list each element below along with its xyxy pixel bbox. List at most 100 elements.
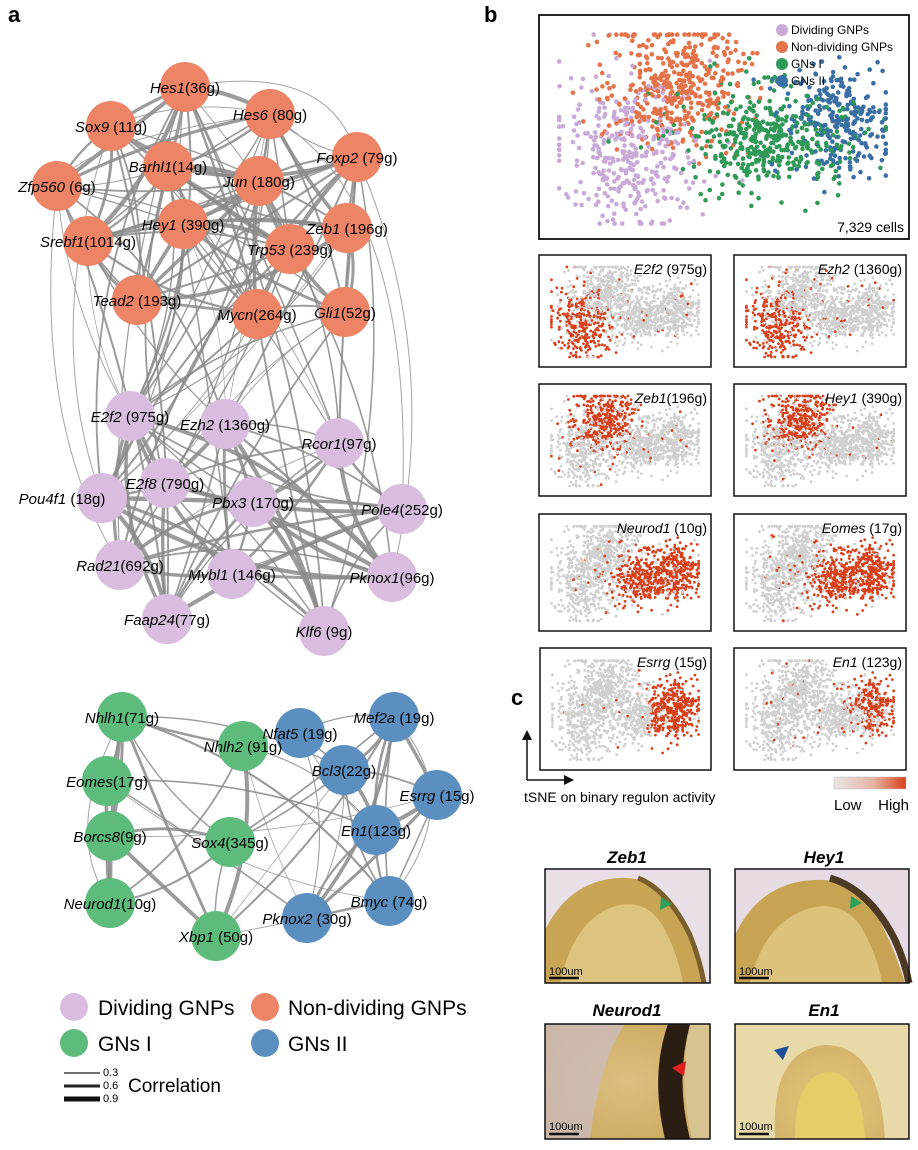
- tsne-cell: [747, 169, 752, 175]
- tsne-cell: [644, 166, 649, 172]
- tsne-cell: [835, 90, 841, 95]
- tsne-cell: [844, 327, 847, 331]
- tsne-cell: [882, 151, 888, 156]
- tsne-cell: [870, 342, 874, 345]
- tsne-cell: [780, 336, 784, 339]
- tsne-cell: [693, 278, 697, 282]
- tsne-cell: [682, 297, 686, 301]
- tsne-cell: [656, 93, 661, 99]
- tsne-cell: [628, 295, 632, 298]
- tsne-cell: [609, 133, 615, 138]
- tsne-cell: [781, 279, 785, 283]
- tsne-cell: [630, 167, 636, 173]
- tsne-cell: [746, 56, 752, 61]
- tsne-cell: [659, 302, 663, 305]
- tsne-cell: [596, 315, 599, 319]
- tsne-cell: [596, 199, 601, 204]
- legend-non-dividing-label: Non-dividing GNPs: [288, 997, 467, 1020]
- tsne-cell: [590, 154, 596, 160]
- tsne-cell: [777, 318, 781, 321]
- tsne-cell: [604, 289, 608, 293]
- tsne-cell: [854, 302, 858, 305]
- tsne-cell: [744, 109, 749, 115]
- tsne-cell: [817, 313, 821, 317]
- tsne-cell: [575, 307, 579, 311]
- tsne-cell: [798, 344, 802, 347]
- tsne-cell: [878, 324, 882, 328]
- tsne-cell: [659, 221, 665, 226]
- tsne-cell: [824, 159, 830, 165]
- tsne-cell: [767, 285, 771, 289]
- network-edge: [129, 311, 346, 417]
- tsne-cell: [570, 90, 576, 96]
- tsne-cell: [844, 311, 847, 315]
- tsne-cell: [607, 86, 612, 91]
- node-label-zfp560: Zfp560 (6g): [17, 179, 96, 196]
- tsne-cell: [589, 340, 593, 344]
- tsne-cell: [582, 274, 586, 278]
- tsne-cell: [878, 165, 883, 171]
- tsne-cell: [807, 286, 811, 289]
- tsne-cell: [762, 269, 765, 272]
- tsne-cell: [600, 100, 606, 106]
- tsne-cell: [736, 59, 741, 65]
- tsne-cell: [604, 331, 608, 335]
- tsne-cell: [602, 190, 608, 196]
- tsne-cell: [807, 298, 811, 301]
- tsne-cell: [629, 273, 633, 276]
- tsne-cell: [709, 138, 715, 144]
- tsne-cell: [567, 308, 571, 312]
- tsne-cell: [550, 290, 553, 293]
- tsne-cell: [597, 312, 600, 315]
- tsne-cell: [569, 283, 573, 287]
- tsne-cell: [796, 163, 801, 169]
- tsne-cell: [691, 48, 697, 54]
- tsne-cell: [646, 38, 651, 43]
- tsne-cell: [745, 304, 748, 308]
- tsne-cell: [696, 161, 702, 166]
- tsne-cell: [669, 287, 673, 291]
- tsne-cell: [630, 122, 635, 128]
- tsne-cell: [614, 270, 617, 274]
- tsne-cell: [762, 324, 765, 328]
- tsne-cell: [787, 314, 791, 317]
- tsne-cell: [774, 144, 779, 150]
- tsne-cell: [889, 302, 892, 306]
- tsne-cell: [677, 304, 681, 308]
- tsne-cell: [660, 149, 665, 155]
- tsne-cell: [670, 300, 674, 303]
- tsne-cell: [630, 340, 634, 344]
- tsne-cell: [794, 316, 797, 320]
- tsne-cell: [582, 413, 586, 416]
- tsne-cell: [740, 161, 746, 167]
- tsne-cell: [822, 89, 827, 94]
- tsne-cell: [688, 89, 694, 95]
- tsne-cell: [708, 36, 714, 42]
- tsne-cell: [607, 477, 611, 480]
- tsne-cell: [632, 320, 636, 323]
- tsne-cell: [574, 331, 578, 335]
- node-foxp2: [332, 132, 382, 182]
- tsne-cell: [649, 75, 654, 81]
- tsne-cell: [596, 484, 600, 488]
- tsne-legend-gns1-dot: [776, 58, 788, 70]
- tsne-cell: [749, 190, 754, 196]
- tsne-cell: [831, 297, 834, 301]
- node-zeb1: [322, 203, 372, 253]
- tsne-cell: [828, 279, 832, 282]
- tsne-cell: [682, 32, 687, 37]
- tsne-cell: [579, 347, 582, 351]
- tsne-cell: [864, 308, 868, 312]
- tsne-cell: [805, 106, 811, 112]
- tsne-cell: [827, 305, 831, 309]
- node-label-ezh2: Ezh2 (1360g): [180, 417, 270, 434]
- tsne-cell: [682, 319, 686, 322]
- tsne-cell: [849, 316, 853, 320]
- node-label-pknox1: Pknox1(96g): [349, 570, 434, 587]
- tsne-cell: [688, 85, 694, 90]
- tsne-cell: [689, 126, 695, 131]
- tsne-cell: [800, 316, 804, 320]
- tsne-cell: [638, 206, 643, 212]
- tsne-cell: [684, 52, 690, 57]
- tsne-cell: [611, 171, 617, 176]
